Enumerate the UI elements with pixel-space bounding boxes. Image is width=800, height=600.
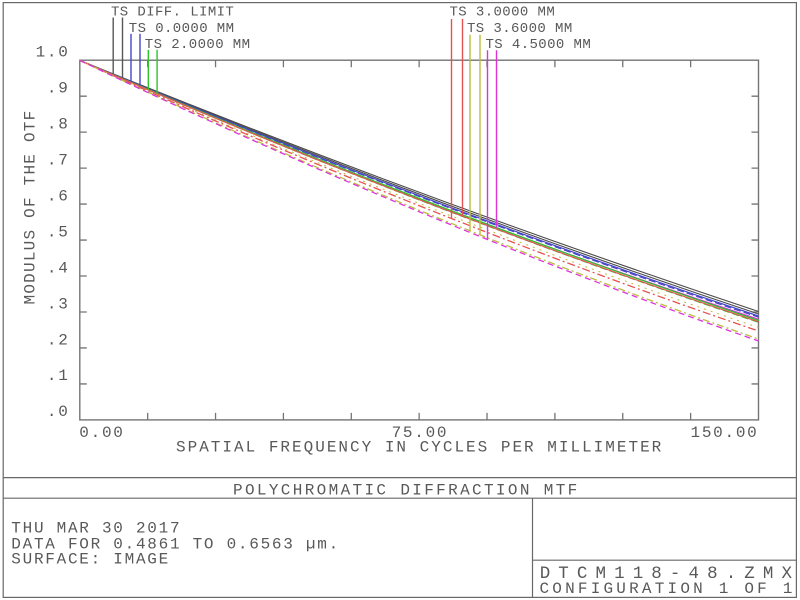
svg-text:.6: .6: [47, 187, 70, 205]
svg-text:1.0: 1.0: [36, 44, 70, 62]
svg-text:MODULUS OF THE OTF: MODULUS OF THE OTF: [22, 110, 40, 305]
svg-text:TS 3.6000 MM: TS 3.6000 MM: [467, 21, 573, 37]
svg-text:0.00: 0.00: [79, 424, 124, 442]
svg-text:TS 3.0000 MM: TS 3.0000 MM: [450, 5, 556, 21]
svg-text:TS 0.0000 MM: TS 0.0000 MM: [129, 21, 235, 37]
svg-text:.4: .4: [47, 259, 70, 277]
svg-text:SPATIAL FREQUENCY IN CYCLES PE: SPATIAL FREQUENCY IN CYCLES PER MILLIMET…: [176, 439, 663, 457]
svg-text:POLYCHROMATIC DIFFRACTION MTF: POLYCHROMATIC DIFFRACTION MTF: [233, 481, 580, 499]
svg-text:150.00: 150.00: [691, 424, 759, 442]
svg-text:DATA FOR 0.4861 TO 0.6563 µm.: DATA FOR 0.4861 TO 0.6563 µm.: [11, 536, 340, 554]
svg-text:.8: .8: [47, 115, 70, 133]
svg-text:75.00: 75.00: [392, 424, 449, 442]
svg-text:TS 2.0000 MM: TS 2.0000 MM: [145, 37, 251, 53]
svg-text:.0: .0: [47, 403, 70, 421]
svg-text:.7: .7: [47, 151, 70, 169]
svg-text:.9: .9: [47, 80, 70, 98]
svg-text:SURFACE: IMAGE: SURFACE: IMAGE: [11, 551, 170, 569]
svg-text:.1: .1: [47, 367, 70, 385]
svg-text:.2: .2: [47, 331, 70, 349]
svg-text:.5: .5: [47, 223, 70, 241]
svg-text:TS 4.5000 MM: TS 4.5000 MM: [486, 37, 592, 53]
svg-text:DTCM118-48.ZMX: DTCM118-48.ZMX: [540, 564, 800, 584]
svg-text:TS DIFF. LIMIT: TS DIFF. LIMIT: [111, 5, 234, 21]
svg-text:.3: .3: [47, 295, 70, 313]
svg-text:THU MAR 30 2017: THU MAR 30 2017: [11, 519, 181, 537]
svg-text:CONFIGURATION 1 OF 1: CONFIGURATION 1 OF 1: [540, 580, 796, 598]
